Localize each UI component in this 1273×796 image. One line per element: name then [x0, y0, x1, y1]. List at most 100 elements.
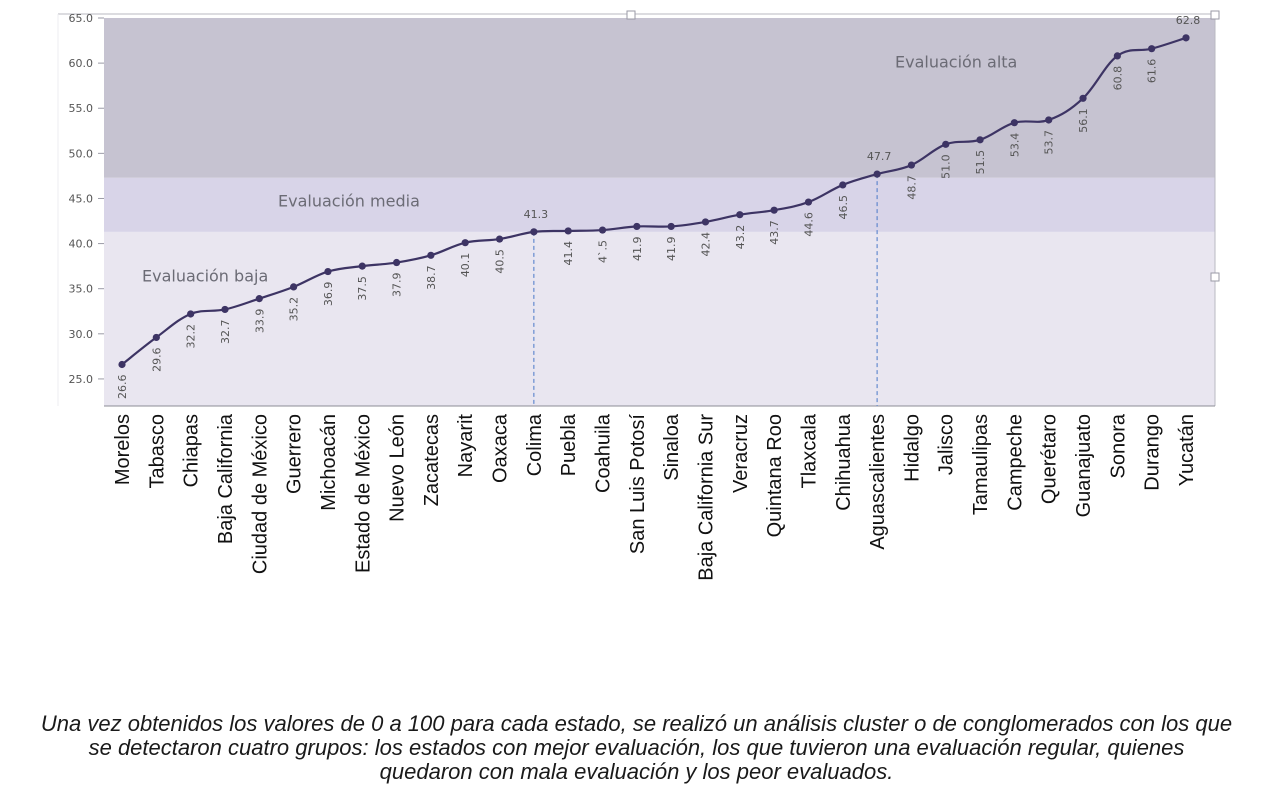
data-point-nayarit [461, 239, 469, 247]
data-label: 41.9 [665, 236, 678, 260]
data-label: 32.2 [185, 324, 198, 349]
data-label: 33.9 [253, 309, 266, 334]
data-label: 44.6 [802, 212, 815, 237]
data-label: 56.1 [1077, 108, 1090, 133]
caption: Una vez obtenidos los valores de 0 a 100… [40, 711, 1233, 784]
x-tick-label: Chiapas [181, 414, 203, 487]
x-tick-label: Guanajuato [1073, 414, 1095, 517]
data-point-coahuila [598, 226, 607, 234]
x-tick-label: Tamaulipas [970, 414, 992, 515]
data-label: 35.2 [288, 297, 301, 322]
data-point-zacatecas [427, 251, 435, 259]
data-point-tlaxcala [804, 198, 813, 206]
data-label: 37.9 [391, 273, 404, 298]
data-label: 41.3 [524, 208, 549, 221]
data-point-sonora [1113, 52, 1121, 60]
data-label: 51.0 [940, 154, 953, 179]
x-tick-label: Jalisco [936, 414, 958, 475]
band-label-3: Evaluación alta [895, 53, 1017, 72]
x-tick-label: Sinaloa [661, 413, 683, 481]
x-tick-label: Michoacán [318, 414, 340, 511]
data-label: 53.7 [1043, 130, 1056, 155]
resize-handle[interactable] [626, 10, 636, 20]
x-tick-label: Baja California Sur [695, 414, 717, 581]
x-tick-label: San Luis Potosí [627, 414, 649, 555]
data-point-baja-california-sur [701, 218, 710, 226]
data-label: 36.9 [322, 282, 335, 307]
y-tick-label: 50.0 [69, 147, 94, 160]
y-tick-label: 55.0 [69, 102, 94, 115]
data-point-veracruz [736, 211, 744, 219]
data-label: 40.5 [494, 249, 507, 274]
data-point-chihuahua [839, 181, 847, 189]
data-point-san-luis-potosí [633, 222, 641, 231]
data-label: 60.8 [1111, 66, 1124, 91]
data-label: 62.8 [1176, 14, 1201, 27]
x-tick-label: Querétaro [1039, 414, 1061, 504]
x-tick-label: Yucatán [1176, 414, 1198, 486]
data-label: 37.5 [356, 276, 369, 301]
data-point-querétaro [1045, 116, 1053, 124]
y-tick-label: 60.0 [69, 57, 94, 70]
x-tick-label: Tabasco [146, 414, 168, 489]
x-tick-label: Chihuahua [833, 413, 855, 511]
x-tick-label: Sonora [1107, 413, 1129, 478]
data-point-sinaloa [667, 222, 675, 231]
data-label: 48.7 [905, 175, 918, 200]
data-point-baja-california [221, 305, 229, 314]
data-label: 41.9 [631, 236, 644, 260]
data-point-quintana-roo [770, 206, 778, 214]
data-point-oaxaca [495, 235, 504, 243]
resize-handle[interactable] [1210, 272, 1220, 282]
x-tick-label: Estado de México [352, 414, 374, 573]
x-tick-label: Zacatecas [421, 414, 443, 506]
data-point-tabasco [152, 333, 160, 342]
data-point-aguascalientes [873, 170, 881, 178]
y-tick-label: 40.0 [69, 238, 94, 251]
data-point-michoacán [324, 267, 332, 276]
x-tick-label: Campeche [1004, 414, 1026, 511]
x-tick-label: Tlaxcala [798, 413, 820, 488]
x-tick-label: Nuevo León [387, 414, 409, 522]
y-tick-label: 65.0 [69, 12, 94, 25]
data-label: 47.7 [867, 150, 892, 163]
data-point-tamaulipas [976, 136, 984, 144]
data-label: 32.7 [219, 319, 232, 344]
data-label: 42.4 [699, 232, 712, 257]
data-label: 43.2 [734, 225, 747, 250]
data-point-nuevo-león [392, 258, 401, 267]
data-label: 51.5 [974, 150, 987, 175]
y-tick-label: 45.0 [69, 192, 94, 205]
data-point-campeche [1010, 119, 1018, 127]
x-tick-label: Guerrero [284, 414, 306, 494]
x-tick-label: Coahuila [593, 413, 615, 493]
data-point-yucatán [1182, 34, 1190, 42]
x-tick-label: Puebla [558, 413, 580, 476]
data-point-guerrero [290, 283, 298, 291]
data-point-hidalgo [907, 161, 916, 169]
x-tick-label: Morelos [112, 414, 134, 485]
line-chart: Evaluación baja Evaluación media Evaluació… [57, 10, 1220, 581]
data-point-ciudad-de-méxico [255, 295, 263, 303]
data-point-jalisco [942, 140, 950, 148]
band-area-3 [104, 18, 1215, 178]
x-tick-label: Ciudad de México [249, 414, 271, 574]
data-label: 43.7 [768, 220, 781, 245]
data-label: 38.7 [425, 265, 438, 290]
resize-handle[interactable] [1210, 10, 1220, 20]
data-point-estado-de-méxico [358, 262, 366, 270]
y-tick-label: 35.0 [69, 283, 94, 296]
x-tick-label: Baja California [215, 413, 237, 544]
band-area-1 [104, 231, 1215, 406]
data-label: 61.6 [1146, 59, 1159, 84]
y-tick-label: 25.0 [69, 373, 94, 386]
data-label: 46.5 [837, 195, 850, 220]
data-label: 41.4 [562, 241, 575, 266]
x-tick-label: Hidalgo [901, 414, 923, 482]
data-label: 4`.5 [597, 240, 610, 263]
data-label: 40.1 [459, 253, 472, 278]
data-point-chiapas [187, 310, 195, 318]
x-tick-label: Oaxaca [490, 413, 512, 483]
x-tick-label: Veracruz [730, 414, 752, 493]
band-label-1: Evaluación baja [142, 266, 268, 285]
